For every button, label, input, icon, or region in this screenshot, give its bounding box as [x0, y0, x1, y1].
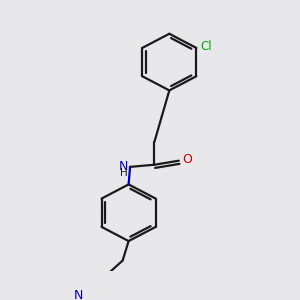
- Text: N: N: [118, 160, 128, 172]
- Text: Cl: Cl: [200, 40, 212, 53]
- Text: H: H: [120, 168, 128, 178]
- Text: N: N: [74, 289, 83, 300]
- Text: O: O: [182, 153, 192, 167]
